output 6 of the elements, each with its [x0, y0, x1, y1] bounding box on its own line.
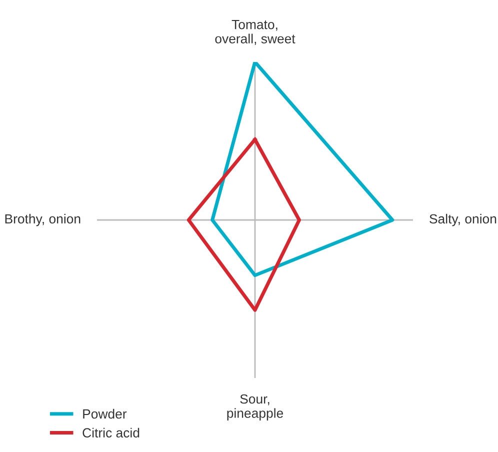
legend-label: Citric acid [82, 428, 140, 438]
legend-label: Powder [83, 408, 127, 419]
spoke-label: Sour, pineapple [227, 394, 284, 420]
spoke-label: Brothy, onion [5, 214, 80, 226]
spoke-label: Tomato, overall, sweet [215, 20, 296, 45]
spoke-label: Salty, onion [430, 214, 496, 226]
